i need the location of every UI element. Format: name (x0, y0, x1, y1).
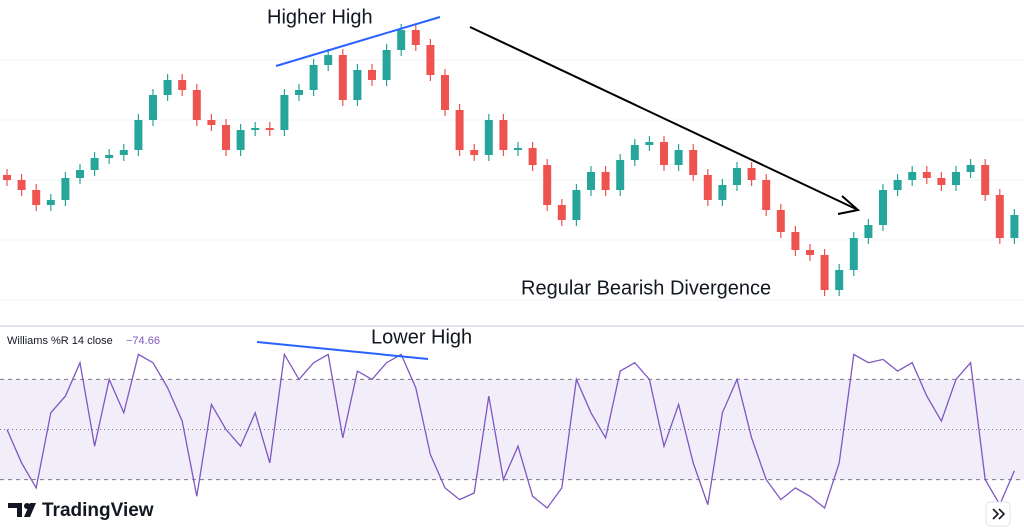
candle-body (660, 142, 668, 165)
candle-body (776, 210, 785, 232)
candle-body (353, 70, 362, 100)
watermark: TradingView (42, 500, 154, 521)
candle-body (251, 128, 260, 130)
candle-body (1010, 215, 1019, 238)
candle-body (76, 170, 84, 178)
candle-body (32, 190, 41, 205)
candle-body (879, 190, 887, 225)
candle-body (689, 150, 698, 175)
indicator-band-layer (0, 378, 1024, 481)
candle-body (368, 70, 376, 80)
candle-body (820, 255, 829, 290)
candle-body (995, 195, 1004, 238)
candle-body (616, 160, 625, 190)
logo-icon (8, 503, 36, 517)
candle-body (733, 168, 741, 185)
candle-body (864, 225, 873, 238)
candle-body (849, 238, 858, 270)
candle-body (514, 148, 522, 150)
candle-body (747, 168, 756, 180)
candle-body (981, 165, 990, 195)
candle-body (17, 180, 26, 190)
candle-body (46, 200, 55, 205)
candle-body (630, 145, 639, 160)
indicator-name: Williams %R 14 close (7, 335, 113, 347)
candle-body (718, 185, 727, 200)
candle-body (908, 172, 917, 180)
scroll-icon (992, 508, 1006, 520)
candle-body (3, 175, 11, 180)
candle-body (499, 120, 508, 150)
candle-body (265, 128, 274, 130)
candle-body (835, 270, 844, 290)
candle-body (966, 165, 975, 172)
arrow-line (469, 26, 857, 210)
candle-body (703, 175, 712, 200)
candle-body (207, 120, 216, 125)
annotation: Regular Bearish Divergence (521, 277, 771, 299)
candle-body (543, 165, 552, 205)
candle-body (411, 30, 420, 45)
candle-body (324, 55, 333, 65)
candles (3, 24, 1019, 296)
candle-body (601, 172, 610, 190)
candle-body (791, 232, 800, 250)
candle-body (762, 180, 771, 210)
trend-line (256, 341, 429, 360)
candle-body (645, 142, 654, 145)
candle-body (528, 148, 537, 165)
annotation: Lower High (371, 326, 472, 348)
candle-body (572, 190, 581, 220)
candle-body (806, 250, 814, 255)
candle-body (455, 110, 464, 150)
indicator-line (6, 352, 1015, 510)
candle-body (309, 65, 318, 90)
candle-body (937, 178, 946, 185)
logo: TradingView (8, 500, 154, 521)
candle-body (952, 172, 960, 185)
candle-body (382, 50, 391, 80)
candle-body (674, 150, 683, 165)
candle-body (178, 80, 187, 90)
candle-body (163, 80, 172, 95)
candle-body (192, 90, 201, 120)
trend-line (275, 16, 441, 67)
candle-body (280, 95, 289, 130)
indicator-value: −74.66 (126, 335, 160, 347)
candle-body (922, 172, 931, 178)
candle-body (426, 45, 435, 75)
candle-body (338, 55, 347, 100)
candle-body (470, 150, 479, 155)
candle-body (222, 125, 230, 150)
candle-body (90, 158, 99, 170)
scroll-button[interactable] (985, 501, 1011, 527)
arrow-head (837, 195, 861, 215)
candle-body (236, 130, 245, 150)
candle-body (134, 120, 143, 150)
candle-body (105, 155, 114, 158)
candle-body (893, 180, 902, 190)
candle-body (295, 90, 303, 95)
candle-body (557, 205, 566, 220)
candle-body (61, 178, 70, 200)
indicator-layer (6, 352, 1015, 510)
candle-body (587, 172, 595, 190)
annotation: Higher High (267, 6, 373, 28)
candle-body (484, 120, 493, 155)
candle-body (149, 95, 157, 120)
logo-dot (24, 503, 30, 509)
candle-body (441, 75, 449, 110)
candle-body (397, 30, 406, 50)
candle-body (119, 150, 128, 155)
